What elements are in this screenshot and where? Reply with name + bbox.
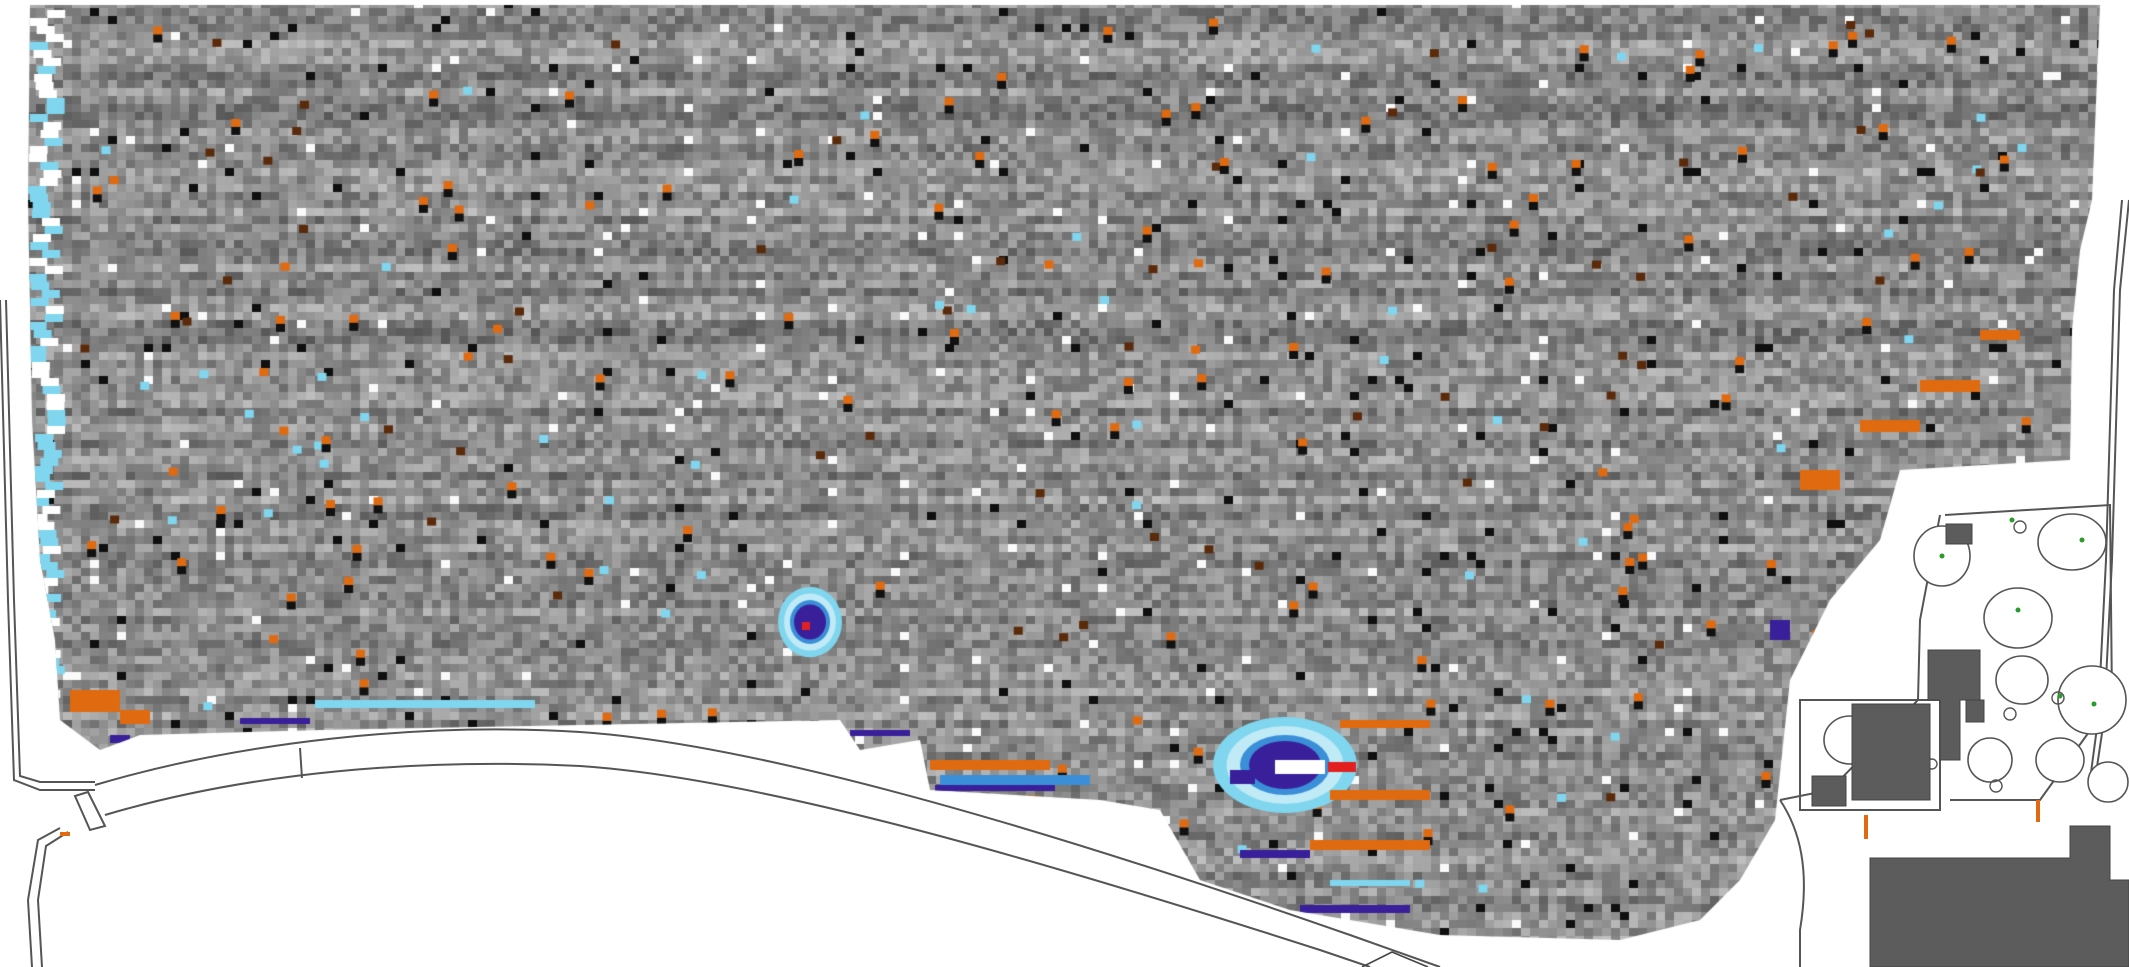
building (1965, 699, 1985, 723)
tree-marker (2057, 693, 2063, 699)
tree-canopy (2057, 665, 2127, 735)
small-marker (1864, 815, 1868, 839)
building (1945, 523, 1973, 545)
road-edge-lower (104, 762, 1371, 967)
road-edge-upper (94, 728, 1441, 967)
tree-marker (1939, 553, 1945, 559)
lower-left-wall (26, 827, 61, 967)
building (1869, 825, 2129, 967)
tree-marker (2079, 537, 2085, 543)
tree-canopy (2087, 761, 2129, 803)
point-feature (2003, 707, 2017, 721)
road-divider (299, 747, 303, 779)
north-arrow-icon (1361, 951, 1429, 967)
tree-canopy (1983, 587, 2053, 649)
tree-markers (1939, 517, 2097, 707)
right-boundary-wall (2094, 199, 2129, 781)
building (1851, 703, 1931, 801)
point-feature (2013, 520, 2027, 534)
left-boundary-wall-inner (5, 299, 95, 783)
path-edge (1779, 799, 1805, 967)
tree-marker (2015, 607, 2021, 613)
tree-canopy (2037, 513, 2107, 571)
tree-canopy (2035, 737, 2085, 783)
building (1811, 775, 1847, 807)
point-feature (1989, 779, 2003, 793)
building (1927, 649, 1981, 761)
right-boundary-wall-inner (2089, 199, 2123, 781)
small-marker (2036, 800, 2040, 822)
lower-left-wall-inner (36, 831, 69, 967)
point-feature (2051, 691, 2065, 705)
small-marker (60, 832, 70, 836)
buildings (1811, 523, 2129, 967)
tree-marker (2091, 701, 2097, 707)
road-divider-2 (73, 790, 107, 832)
compound-outline (1799, 699, 1941, 811)
boundary-walls (0, 199, 2129, 967)
left-boundary-wall (0, 299, 95, 791)
tree-canopy (1967, 737, 2013, 783)
tree-marker (2009, 517, 2015, 523)
small-markers (60, 800, 2040, 839)
tree-canopy (1995, 655, 2049, 705)
